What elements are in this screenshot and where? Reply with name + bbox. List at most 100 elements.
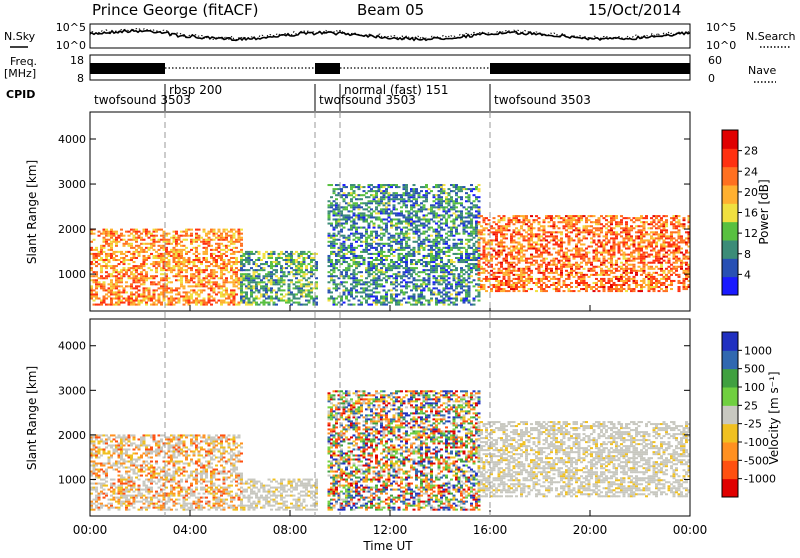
echo-cell: [468, 200, 471, 202]
echo-cell: [310, 267, 313, 269]
echo-cell: [558, 284, 561, 286]
echo-cell: [443, 302, 446, 304]
echo-cell: [375, 267, 378, 269]
echo-cell: [348, 235, 351, 237]
echo-cell: [350, 188, 353, 190]
echo-cell: [163, 300, 166, 302]
echo-cell: [200, 263, 203, 265]
echo-cell: [588, 276, 591, 278]
echo-cell: [415, 212, 418, 214]
echo-cell: [605, 266, 608, 268]
echo-cell: [460, 212, 463, 214]
echo-cell: [400, 241, 403, 243]
echo-cell: [580, 262, 583, 264]
echo-cell: [450, 214, 453, 216]
echo-cell: [415, 263, 418, 265]
echo-cell: [585, 254, 588, 256]
echo-cell: [270, 257, 273, 259]
echo-cell: [215, 259, 218, 261]
echo-cell: [550, 268, 553, 270]
echo-cell: [208, 261, 211, 263]
echo-cell: [120, 285, 123, 287]
echo-cell: [483, 268, 486, 270]
echo-cell: [113, 235, 116, 237]
echo-cell: [600, 215, 603, 217]
echo-cell: [158, 300, 161, 302]
echo-cell: [305, 273, 308, 275]
echo-cell: [508, 268, 511, 270]
echo-cell: [333, 269, 336, 271]
echo-cell: [258, 289, 261, 291]
echo-cell: [330, 223, 333, 225]
echo-cell: [303, 271, 306, 273]
echo-cell: [333, 251, 336, 253]
echo-cell: [425, 265, 428, 267]
echo-cell: [475, 204, 478, 206]
echo-cell: [565, 248, 568, 250]
echo-cell: [610, 290, 613, 292]
echo-cell: [428, 221, 431, 223]
echo-cell: [473, 255, 476, 257]
echo-cell: [133, 293, 136, 295]
echo-cell: [203, 271, 206, 273]
echo-cell: [328, 218, 331, 220]
echo-cell: [585, 237, 588, 239]
echo-cell: [453, 221, 456, 223]
echo-cell: [355, 241, 358, 243]
echo-cell: [108, 259, 111, 261]
echo-cell: [105, 263, 108, 265]
echo-cell: [580, 272, 583, 274]
echo-cell: [145, 263, 148, 265]
echo-cell: [380, 221, 383, 223]
echo-cell: [470, 223, 473, 225]
echo-cell: [608, 241, 611, 243]
echo-cell: [530, 288, 533, 290]
nave-label: Nave: [748, 64, 776, 77]
echo-cell: [270, 271, 273, 273]
echo-cell: [143, 283, 146, 285]
echo-cell: [373, 223, 376, 225]
echo-cell: [488, 219, 491, 221]
echo-cell: [553, 221, 556, 223]
echo-cell: [558, 282, 561, 284]
echo-cell: [380, 283, 383, 285]
echo-cell: [213, 229, 216, 231]
echo-cell: [135, 291, 138, 293]
echo-cell: [405, 190, 408, 192]
echo-cell: [375, 194, 378, 196]
echo-cell: [148, 237, 151, 239]
echo-cell: [413, 269, 416, 271]
echo-cell: [418, 194, 421, 196]
echo-cell: [198, 293, 201, 295]
echo-cell: [118, 297, 121, 299]
echo-cell: [353, 184, 356, 186]
echo-cell: [385, 297, 388, 299]
echo-cell: [155, 269, 158, 271]
echo-cell: [478, 245, 481, 247]
echo-cell: [578, 229, 581, 231]
echo-cell: [153, 302, 156, 304]
echo-cell: [478, 291, 481, 293]
echo-cell: [448, 300, 451, 302]
echo-cell: [483, 233, 486, 235]
echo-cell: [158, 249, 161, 251]
echo-cell: [450, 231, 453, 233]
echo-cell: [433, 291, 436, 293]
echo-cell: [280, 269, 283, 271]
echo-cell: [188, 263, 191, 265]
echo-cell: [188, 281, 191, 283]
echo-cell: [380, 237, 383, 239]
echo-cell: [433, 261, 436, 263]
echo-cell: [120, 279, 123, 281]
echo-cell: [178, 297, 181, 299]
echo-cell: [223, 295, 226, 297]
echo-cell: [590, 237, 593, 239]
echo-cell: [378, 275, 381, 277]
echo-cell: [375, 208, 378, 210]
echo-cell: [248, 261, 251, 263]
echo-cell: [520, 278, 523, 280]
echo-cell: [403, 279, 406, 281]
echo-cell: [155, 251, 158, 253]
echo-cell: [518, 282, 521, 284]
echo-cell: [448, 245, 451, 247]
